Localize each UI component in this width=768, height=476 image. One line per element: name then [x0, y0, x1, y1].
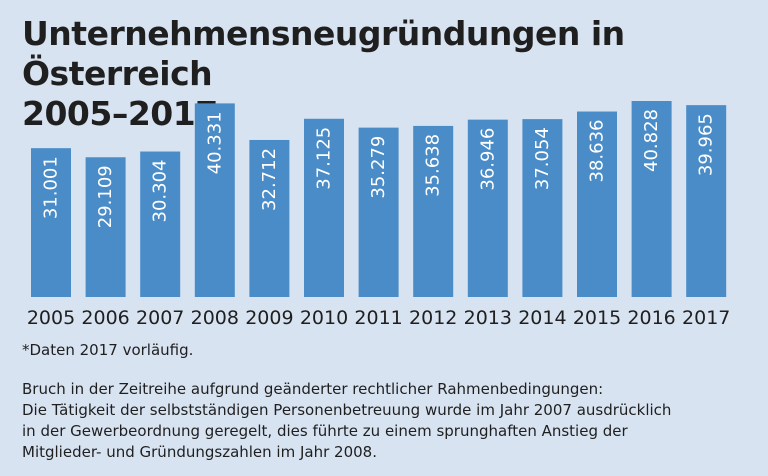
bar-value-label-2009: 32.712 [259, 148, 280, 211]
x-tick-label-2013: 2013 [464, 307, 512, 329]
explanation-line-3: in der Gewerbeordnung geregelt, dies füh… [22, 422, 628, 440]
bar-2011 [358, 127, 399, 298]
chart-title: Unternehmensneugründungen in Österreich … [22, 14, 768, 134]
x-tick-label-2008: 2008 [191, 307, 239, 329]
x-tick-label-2005: 2005 [27, 307, 75, 329]
bar-value-label-2008: 40.331 [204, 111, 225, 174]
bar-2006 [85, 157, 126, 297]
bar-value-label-2012: 35.638 [423, 134, 444, 197]
explanation-line-2: Die Tätigkeit der selbstständigen Person… [22, 401, 672, 419]
bar-chart: 31.001 2005 29.109 2006 30.304 2007 40.331 2008… [27, 101, 730, 329]
footnote: *Daten 2017 vorläufig. [22, 341, 194, 359]
bar-value-label-2013: 36.946 [477, 128, 498, 191]
x-tick-label-2012: 2012 [409, 307, 457, 329]
bar-2015 [577, 111, 617, 297]
x-tick-label-2014: 2014 [518, 307, 566, 329]
x-tick-label-2009: 2009 [245, 307, 293, 329]
bar-value-label-2015: 38.636 [587, 120, 608, 183]
bar-2010 [304, 118, 344, 297]
bar-2012 [413, 125, 454, 297]
bar-value-label-2006: 29.109 [95, 165, 116, 228]
bar-2017 [686, 105, 727, 297]
x-tick-label-2017: 2017 [682, 307, 730, 329]
bar-2013 [467, 119, 508, 297]
notes: *Daten 2017 vorläufig. Bruch in der Zeit… [22, 340, 752, 463]
x-tick-label-2010: 2010 [300, 307, 348, 329]
x-tick-label-2015: 2015 [573, 307, 621, 329]
bar-2009 [249, 139, 290, 297]
explanation-line-1: Bruch in der Zeitreihe aufgrund geändert… [22, 380, 604, 398]
chart-title-line1: Unternehmensneugründungen in Österreich [22, 14, 625, 93]
chart-title-line2: 2005–2017 [22, 94, 218, 133]
bar-value-label-2016: 40.828 [641, 109, 662, 172]
bar-value-label-2014: 37.054 [532, 127, 553, 190]
bar-value-label-2011: 35.279 [368, 136, 389, 199]
bar-2014 [522, 119, 563, 297]
bar-value-label-2005: 31.001 [41, 156, 62, 219]
bar-2007 [140, 151, 181, 297]
x-tick-label-2006: 2006 [81, 307, 129, 329]
bar-value-label-2017: 39.965 [696, 113, 717, 176]
bar-2005 [31, 148, 71, 297]
bar-value-label-2010: 37.125 [314, 127, 335, 190]
x-tick-label-2016: 2016 [627, 307, 675, 329]
x-tick-label-2007: 2007 [136, 307, 184, 329]
bar-2008 [194, 103, 235, 297]
bar-value-label-2007: 30.304 [150, 160, 171, 223]
bar-2016 [631, 101, 672, 297]
explanation-line-4: Mitglieder- und Gründungszahlen im Jahr … [22, 443, 377, 461]
explanation: Bruch in der Zeitreihe aufgrund geändert… [22, 379, 752, 463]
x-tick-label-2011: 2011 [354, 307, 402, 329]
